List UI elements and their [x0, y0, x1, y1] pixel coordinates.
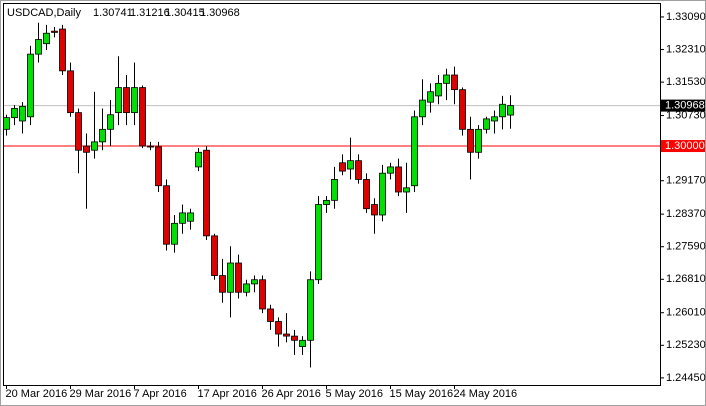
candle-body [283, 333, 290, 337]
candle-body [99, 128, 106, 143]
x-tick-label: 26 Apr 2016 [262, 388, 321, 400]
candle-body [35, 39, 42, 55]
y-tick-label: 1.31530 [666, 76, 706, 88]
candle-body [147, 145, 154, 148]
candle-body [139, 87, 146, 147]
candle-body [435, 82, 442, 97]
y-tick-label: 1.24450 [666, 372, 706, 384]
candle-body [427, 91, 434, 103]
header-open: 1.30741 [93, 7, 133, 19]
candle-body [235, 262, 242, 293]
chart-title: USDCAD,Daily [7, 7, 81, 19]
candle-body [243, 283, 250, 293]
header-low: 1.30415 [165, 7, 205, 19]
candle-body [83, 145, 90, 153]
x-tick-label: 5 May 2016 [326, 388, 383, 400]
candle-body [395, 166, 402, 193]
candle-body [363, 179, 370, 210]
candle-body [67, 70, 74, 114]
candle-body [419, 99, 426, 118]
price-label-box [661, 99, 705, 112]
reference-label: 1.30000 [665, 140, 705, 152]
candle-body [299, 339, 306, 347]
x-tick-label: 29 Mar 2016 [70, 388, 132, 400]
candle-body [163, 185, 170, 245]
candle-body [211, 235, 218, 276]
candle-body [123, 87, 130, 114]
candle-body [331, 179, 338, 201]
candle-body [91, 141, 98, 151]
header-high: 1.31216 [130, 7, 170, 19]
y-tick-label: 1.29170 [666, 175, 706, 187]
y-tick-label: 1.25230 [666, 339, 706, 351]
candle-body [275, 321, 282, 335]
candle-body [11, 108, 18, 119]
y-tick-label: 1.32310 [666, 43, 706, 55]
candle-body [475, 128, 482, 153]
candle-body [491, 116, 498, 122]
candle-body [307, 279, 314, 341]
candle-body [75, 112, 82, 151]
candle-body [315, 204, 322, 281]
price-label: 1.30968 [665, 100, 705, 112]
reference-label-box [661, 140, 705, 153]
header-close: 1.30968 [200, 7, 240, 19]
candle-body [259, 279, 266, 310]
candle-body [403, 187, 410, 193]
candle-body [507, 105, 514, 116]
candle-body [131, 87, 138, 114]
candle-body [459, 89, 466, 130]
candle-body [371, 204, 378, 216]
candle-body [59, 28, 66, 72]
candle-body [107, 114, 114, 130]
candle-body [379, 172, 386, 216]
candle-body [347, 160, 354, 170]
candle-body [355, 160, 362, 180]
y-tick-label: 1.30730 [666, 109, 706, 121]
candle-body [443, 74, 450, 84]
x-tick-label: 7 Apr 2016 [134, 388, 187, 400]
x-tick-label: 15 May 2016 [390, 388, 454, 400]
x-tick-label: 20 Mar 2016 [6, 388, 68, 400]
candle-body [195, 151, 202, 168]
candle-body [339, 162, 346, 172]
candle-body [323, 199, 330, 205]
candle-body [291, 335, 298, 341]
candle-body [51, 30, 58, 33]
candle-body [115, 87, 122, 114]
candle-body [19, 105, 26, 122]
candle-body [483, 118, 490, 130]
candle-body [227, 262, 234, 293]
candle-body [219, 275, 226, 293]
y-tick-label: 1.28370 [666, 208, 706, 220]
candle-body [171, 222, 178, 245]
y-tick-label: 1.27590 [666, 241, 706, 253]
candle-body [251, 279, 258, 285]
candle-body [155, 146, 162, 187]
candle-body [203, 149, 210, 237]
candle-body [411, 116, 418, 187]
x-tick-label: 24 May 2016 [454, 388, 518, 400]
candle-body [467, 128, 474, 153]
candle-body [451, 74, 458, 91]
x-tick-label: 17 Apr 2016 [198, 388, 257, 400]
candle-body [267, 308, 274, 322]
candle-body [499, 103, 506, 118]
candle-body [179, 212, 186, 224]
y-tick-label: 1.26010 [666, 307, 706, 319]
y-tick-label: 1.33090 [666, 11, 706, 23]
candle-body [387, 166, 394, 174]
y-tick-label: 1.26810 [666, 273, 706, 285]
candle-body [187, 212, 194, 222]
candle-body [43, 32, 50, 45]
candle-body [3, 117, 10, 130]
candle-body [27, 53, 34, 118]
